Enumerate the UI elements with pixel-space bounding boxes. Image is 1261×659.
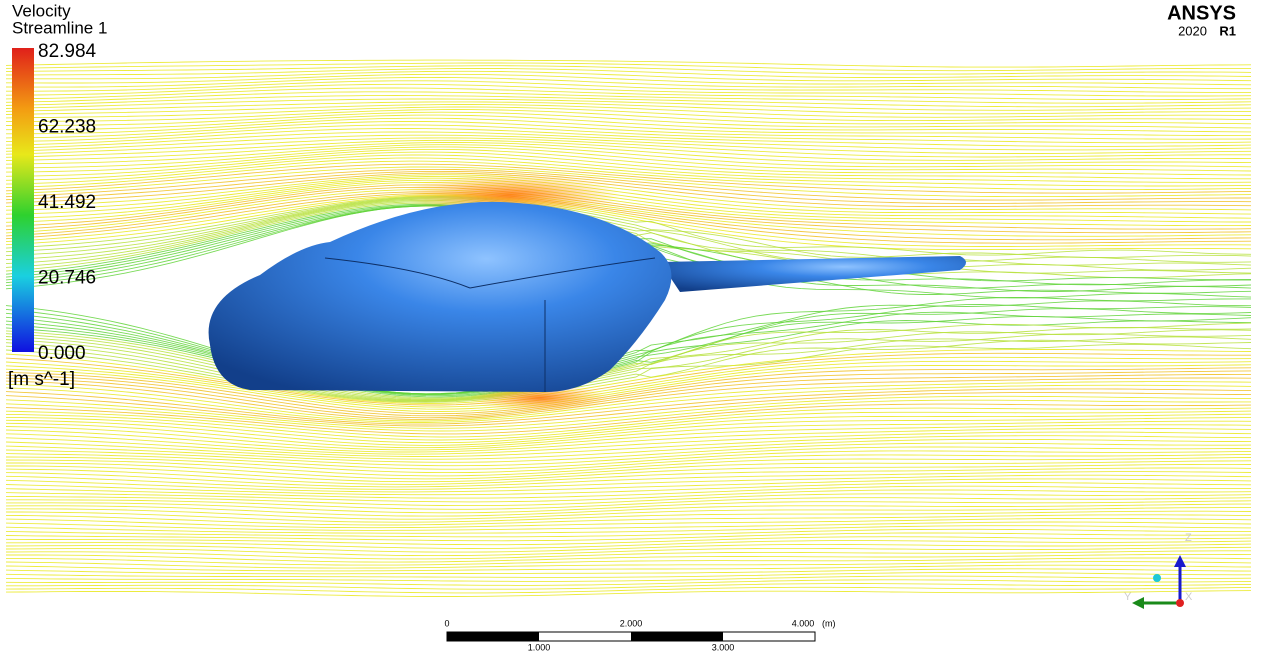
streamline	[6, 490, 1251, 502]
streamline	[6, 88, 1251, 100]
scale-label: 1.000	[528, 642, 551, 652]
streamline	[6, 115, 1251, 132]
x-label: X	[1185, 591, 1193, 603]
view-dot	[1153, 574, 1161, 582]
legend-subtitle: Streamline 1	[12, 18, 107, 37]
scene: Velocity Streamline 1 82.98462.23841.492…	[0, 0, 1261, 659]
streamline	[6, 529, 1251, 537]
scale-segment	[447, 632, 539, 641]
scale-segment	[631, 632, 723, 641]
legend-tick-label: 62.238	[38, 117, 96, 138]
streamline	[6, 541, 1251, 549]
fuselage	[209, 202, 672, 392]
streamline	[6, 436, 1251, 457]
legend-tick-label: 0.000	[38, 343, 86, 364]
legend-tick-label: 41.492	[38, 192, 96, 213]
scale-label: 2.000	[620, 618, 643, 628]
legend-tick-label: 82.984	[38, 41, 97, 62]
streamline	[6, 508, 1251, 520]
streamline	[6, 118, 1251, 135]
streamline	[6, 526, 1251, 534]
legend-ticks: 82.984 62.238 41.492 20.746 0.000	[38, 41, 97, 364]
viewport: Velocity Streamline 1 82.98462.23841.492…	[0, 0, 1261, 659]
brand-version: 2020	[1178, 23, 1207, 38]
brand-release: R1	[1219, 23, 1236, 38]
streamline	[6, 365, 1251, 412]
scale-unit: (m)	[822, 618, 836, 628]
streamline	[6, 451, 1251, 469]
streamline	[6, 145, 1251, 167]
scale-label: 4.000	[792, 618, 815, 628]
color-bar	[12, 48, 34, 352]
legend-unit: [m s^-1]	[8, 369, 75, 390]
streamline	[6, 591, 1251, 597]
brand-name: ANSYS	[1167, 2, 1236, 24]
scale-label: 3.000	[712, 642, 735, 652]
scale-label: 0	[444, 618, 449, 628]
y-label: Y	[1124, 591, 1132, 603]
streamline	[6, 468, 1251, 484]
streamline	[6, 84, 1251, 96]
z-label: Z	[1185, 532, 1192, 544]
z-arrow	[1174, 555, 1186, 567]
legend-tick-label: 20.746	[38, 268, 96, 289]
y-arrow	[1132, 597, 1144, 609]
streamline	[6, 504, 1251, 516]
scale-bar: 0 2.000 4.000 (m) 1.000 3.000	[444, 618, 835, 652]
streamline	[6, 501, 1251, 513]
streamline	[6, 486, 1251, 498]
x-axis	[1176, 599, 1184, 607]
